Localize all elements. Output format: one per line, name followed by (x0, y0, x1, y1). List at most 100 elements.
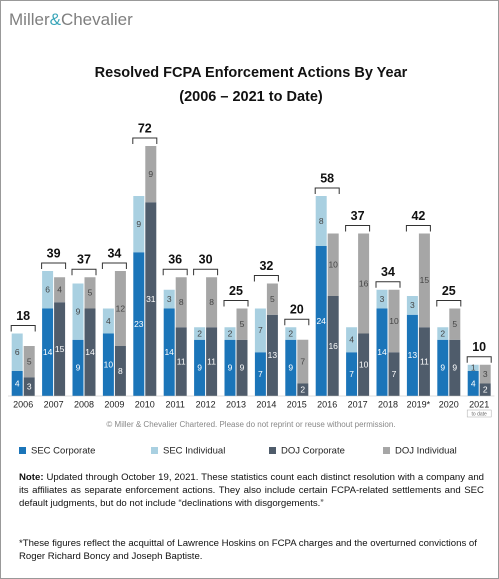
segment-label: 2 (300, 385, 305, 395)
note: Note: Updated through October 19, 2021. … (19, 471, 484, 510)
bar-segment (297, 339, 309, 384)
segment-label: 7 (258, 369, 263, 379)
bar-segment (206, 277, 218, 328)
bar-segment (102, 333, 114, 396)
segment-label: 9 (288, 363, 293, 373)
segment-label: 7 (300, 356, 305, 366)
total-label: 25 (442, 284, 456, 298)
bar-segment (327, 233, 339, 296)
segment-label: 6 (15, 347, 20, 357)
legend-label: SEC Corporate (31, 446, 95, 457)
bar-segment (133, 196, 145, 253)
chart: Miller&Chevalier Resolved FCPA Enforceme… (8, 10, 495, 457)
bar-segment (194, 339, 206, 396)
total-label: 72 (138, 121, 152, 135)
segment-label: 5 (27, 356, 32, 366)
total-label: 36 (168, 253, 182, 267)
segment-label: 7 (349, 369, 354, 379)
bracket (132, 137, 158, 144)
x-tick-label: 2006 (13, 399, 33, 409)
bar-segment (84, 277, 96, 309)
x-tick-label: 2012 (196, 399, 216, 409)
bar-segment (254, 308, 266, 353)
segment-label: 4 (106, 316, 111, 326)
bar-segment (224, 327, 236, 340)
legend-swatch (269, 447, 276, 454)
segment-label: 2 (197, 328, 202, 338)
total-label: 39 (47, 246, 61, 260)
bar-segment (84, 308, 96, 396)
total-label: 37 (351, 209, 365, 223)
bar-segment (194, 327, 206, 340)
segment-label: 9 (452, 363, 457, 373)
bar-segment (467, 364, 479, 371)
bar-segment (406, 314, 418, 396)
bar-segment (449, 339, 461, 396)
bar-segment (285, 339, 297, 396)
bar-segment (236, 339, 248, 396)
segment-label: 12 (116, 303, 126, 313)
total-label: 32 (259, 259, 273, 273)
x-tick-label: 2019* (407, 399, 431, 409)
segment-label: 10 (389, 316, 399, 326)
total-label: 20 (290, 303, 304, 317)
legend-label: DOJ Individual (395, 446, 457, 457)
segment-label: 7 (258, 325, 263, 335)
x-tick-label: 2007 (44, 399, 64, 409)
bar-segment (163, 289, 175, 309)
bar-segment (102, 308, 114, 334)
bracket (345, 225, 371, 232)
segment-label: 13 (268, 350, 278, 360)
segment-label: 5 (452, 319, 457, 329)
legend-label: DOJ Corporate (281, 446, 345, 457)
segment-label: 3 (27, 381, 32, 391)
segment-label: 4 (471, 378, 476, 388)
segment-label: 1 (471, 363, 476, 373)
total-label: 42 (411, 209, 425, 223)
x-tick-label: 2018 (378, 399, 398, 409)
logo-text: Miller (9, 10, 50, 29)
segment-label: 3 (483, 369, 488, 379)
bar-segment (133, 252, 145, 396)
bar-segment (236, 308, 248, 340)
segment-label: 9 (240, 363, 245, 373)
segment-label: 15 (55, 344, 65, 354)
x-tick-label: 2008 (74, 399, 94, 409)
bracket (466, 356, 492, 363)
segment-label: 5 (88, 288, 93, 298)
segment-label: 14 (377, 347, 387, 357)
x-tick-label: 2009 (104, 399, 124, 409)
bracket (253, 275, 279, 282)
segment-label: 3 (167, 294, 172, 304)
bar-segment (388, 289, 400, 353)
bar-segment (467, 371, 479, 396)
segment-label: 2 (483, 385, 488, 395)
bracket (71, 268, 97, 276)
bar-segment (206, 327, 218, 396)
note-text: Updated through October 19, 2021. These … (19, 472, 484, 509)
bar-segment (479, 364, 491, 384)
bar-segment (358, 333, 370, 396)
segment-label: 23 (134, 319, 144, 329)
bar-segment (315, 196, 327, 246)
bar-segment (254, 352, 266, 396)
total-label: 10 (472, 340, 486, 354)
bracket (41, 262, 67, 269)
bar-segment (358, 233, 370, 334)
segment-label: 5 (270, 294, 275, 304)
bar-segment (23, 377, 35, 396)
segment-label: 9 (440, 363, 445, 373)
x-tick-label: 2014 (256, 399, 276, 409)
bar-segment (315, 246, 327, 396)
bar-segment (346, 327, 358, 353)
segment-label: 11 (177, 356, 186, 366)
bar-segment (42, 308, 54, 396)
bar-segment (145, 202, 157, 396)
segment-label: 13 (408, 350, 418, 360)
bracket (10, 325, 36, 332)
bar-segment (285, 327, 297, 340)
segment-label: 14 (164, 347, 174, 357)
note-box (466, 409, 492, 418)
total-label: 37 (77, 253, 91, 267)
bar-segment (224, 339, 236, 396)
